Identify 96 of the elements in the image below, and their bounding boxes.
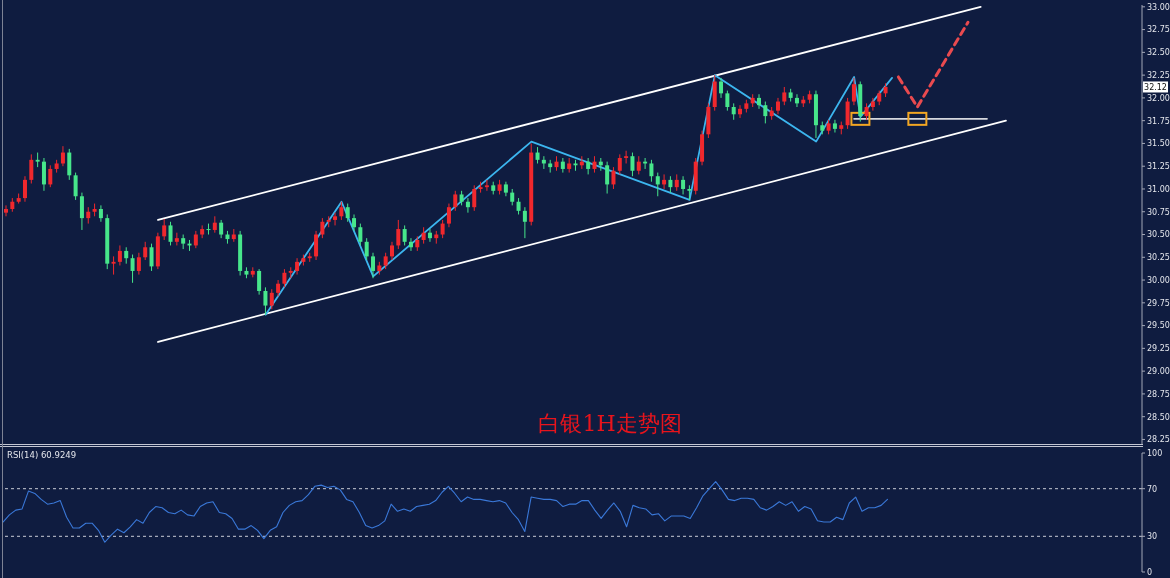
text: 白银1H走势图 bbox=[538, 411, 682, 436]
candlestick bbox=[130, 254, 135, 284]
y-tick-label: 29.75 bbox=[1147, 298, 1170, 308]
candlestick bbox=[269, 288, 274, 310]
candlestick bbox=[364, 237, 369, 261]
y-tick-label: 28.75 bbox=[1147, 389, 1170, 399]
candlestick bbox=[845, 97, 850, 130]
candlestick bbox=[263, 286, 268, 316]
candlestick bbox=[757, 93, 762, 110]
candlestick bbox=[522, 206, 527, 239]
candlestick bbox=[617, 153, 622, 175]
y-tick-label: 32.25 bbox=[1147, 70, 1170, 80]
y-tick-label: 30.00 bbox=[1147, 275, 1170, 285]
candlestick bbox=[870, 97, 875, 112]
candlestick bbox=[339, 201, 344, 221]
chart-title: RSI(14) 60.9249 bbox=[7, 450, 77, 460]
y-tick-label: 0 bbox=[1147, 567, 1153, 577]
candlestick bbox=[465, 197, 470, 214]
candlestick bbox=[649, 159, 654, 183]
candlestick bbox=[333, 212, 338, 226]
candlestick bbox=[655, 172, 660, 197]
candlestick bbox=[29, 153, 34, 185]
line-series bbox=[2, 481, 889, 543]
candlestick bbox=[630, 152, 635, 177]
candlestick bbox=[636, 155, 641, 175]
candlestick bbox=[136, 252, 141, 276]
candlestick bbox=[352, 213, 357, 232]
candlestick bbox=[624, 150, 629, 164]
candlestick bbox=[206, 223, 211, 236]
candlestick bbox=[719, 77, 724, 99]
candlestick bbox=[168, 221, 173, 246]
candlestick bbox=[149, 243, 154, 272]
candlestick bbox=[472, 184, 477, 212]
y-tick-label: 29.50 bbox=[1147, 321, 1170, 331]
y-tick-label: 32.75 bbox=[1147, 25, 1170, 35]
y-tick-label: 100 bbox=[1147, 448, 1163, 458]
y-tick-label: 70 bbox=[1147, 484, 1158, 494]
candlestick bbox=[295, 257, 300, 276]
candlestick bbox=[389, 241, 394, 261]
candlestick bbox=[314, 230, 319, 261]
candlestick bbox=[611, 166, 616, 190]
candlestick bbox=[257, 268, 262, 296]
y-tick-label: 32.00 bbox=[1147, 93, 1170, 103]
y-tick-label: 31.50 bbox=[1147, 139, 1170, 149]
line-series bbox=[264, 74, 893, 316]
y-tick-label: 31.75 bbox=[1147, 116, 1170, 126]
y-tick-label: 33.00 bbox=[1147, 2, 1170, 12]
candlestick bbox=[358, 223, 363, 246]
candlestick bbox=[396, 219, 401, 250]
y-tick-label: 30.75 bbox=[1147, 207, 1170, 217]
candlestick bbox=[446, 203, 451, 228]
y-tick-label: 31.25 bbox=[1147, 162, 1170, 172]
candlestick bbox=[738, 104, 743, 119]
y-tick-label: 29.00 bbox=[1147, 366, 1170, 376]
candlestick bbox=[282, 268, 287, 288]
candlestick bbox=[371, 252, 376, 279]
y-tick-label: 32.50 bbox=[1147, 48, 1170, 58]
candlestick bbox=[162, 218, 167, 241]
candlestick bbox=[725, 90, 730, 112]
y-tick-label: 30.25 bbox=[1147, 253, 1170, 263]
candlestick bbox=[117, 244, 122, 266]
y-tick-label: 28.25 bbox=[1147, 435, 1170, 445]
candlestick bbox=[67, 148, 72, 181]
candlestick bbox=[4, 204, 8, 217]
candlestick bbox=[794, 93, 799, 108]
candlestick bbox=[453, 190, 458, 212]
candlestick bbox=[219, 219, 224, 239]
candlestick bbox=[408, 237, 413, 252]
candlestick bbox=[22, 175, 27, 203]
candlestick bbox=[98, 204, 103, 223]
candlestick bbox=[73, 172, 78, 201]
y-tick-label: 29.25 bbox=[1147, 344, 1170, 354]
candlestick bbox=[320, 217, 325, 239]
candlestick bbox=[605, 161, 610, 195]
candlestick bbox=[402, 224, 407, 246]
candlestick bbox=[143, 241, 148, 261]
candlestick bbox=[440, 219, 445, 239]
candlestick bbox=[427, 228, 432, 243]
candlestick bbox=[345, 203, 350, 223]
candlestick bbox=[484, 179, 489, 192]
candlestick bbox=[174, 232, 179, 246]
candlestick bbox=[763, 101, 768, 124]
annotation: 32.12 bbox=[1144, 82, 1167, 92]
candlestick bbox=[60, 145, 65, 167]
candlestick bbox=[79, 192, 84, 231]
y-tick-label: 30 bbox=[1147, 532, 1158, 542]
candlestick bbox=[41, 157, 46, 192]
candlestick bbox=[111, 255, 116, 276]
y-tick-label: 30.50 bbox=[1147, 230, 1170, 240]
candlestick bbox=[681, 175, 686, 195]
candlestick bbox=[832, 119, 837, 134]
candlestick bbox=[851, 77, 856, 106]
y-tick-label: 31.00 bbox=[1147, 184, 1170, 194]
candlestick bbox=[48, 164, 53, 188]
y-tick-label: 28.50 bbox=[1147, 412, 1170, 422]
candlestick bbox=[782, 86, 787, 106]
